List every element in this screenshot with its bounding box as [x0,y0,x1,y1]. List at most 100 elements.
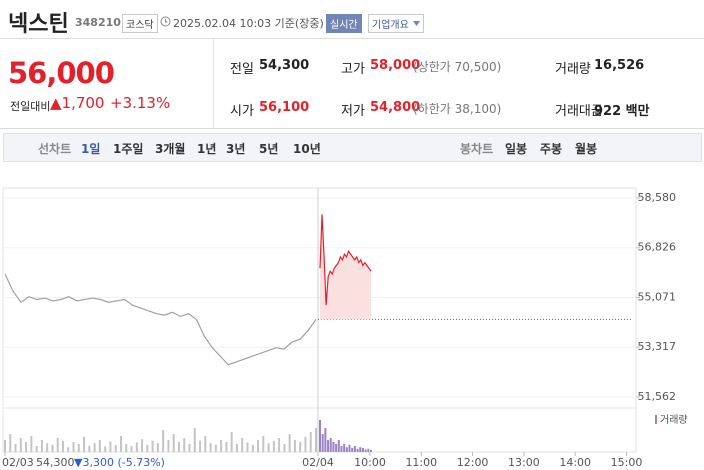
volume-bar [61,440,64,452]
change-label: 전일대비 [10,100,51,113]
stat-note: (하한가 38,100) [413,102,502,116]
y-tick-label: 56,826 [638,241,677,254]
volume-bar [9,434,12,452]
volume-bar [188,444,191,452]
tab-bar: 선차트 1일 1주일 3개월 1년 3년 5년 10년 봉차트 일봉 주봉 월봉 [3,133,702,162]
period-tab[interactable]: 1주일 [113,142,144,156]
volume-legend-swatch [655,415,657,424]
volume-bar [257,440,260,452]
volume-bar [4,440,6,452]
volume-bar [343,444,346,452]
x-tick-label: 14:00 [559,456,591,469]
prev-change: ▼3,300 (-5.73%) [74,456,165,469]
change: ▲1,700 [50,94,105,112]
volume-bar [353,446,356,452]
volume-bar [130,446,133,452]
volume-bar [114,444,117,452]
volume-bar [345,447,348,452]
candle-tab[interactable]: 월봉 [575,142,598,156]
area [320,214,371,320]
x-tick-label: 10:00 [354,456,386,469]
volume-bar [319,420,321,452]
period-tab[interactable]: 10년 [293,142,321,156]
volume-bar [119,436,122,452]
stat-label: 거래대금 [555,104,603,119]
y-tick-label: 51,562 [638,390,677,403]
period-tab[interactable]: 3년 [226,142,246,156]
chart: 51,562 53,317 55,071 56,826 58,580 거래량 02/03 02… [2,187,688,469]
stat-value: 922 백만 [594,104,650,119]
period-tab[interactable]: 5년 [259,142,279,156]
volume-bar [30,436,33,452]
market-badge: 코스닥 [122,14,158,33]
volume-bar [172,434,175,452]
volume-bar [104,446,107,452]
volume-bar [293,440,296,452]
period-tab[interactable]: 1일 [81,142,101,156]
tab-label: 봉차트 [460,142,494,156]
clock-icon [160,16,171,27]
divider [213,39,214,128]
candle-tab[interactable]: 주봉 [540,142,563,156]
price-line [4,273,317,366]
stat-label: 저가 [341,104,365,119]
timestamp: 2025.02.04 10:03 기준(장중) [173,17,324,30]
stat-value: 58,000 [370,58,421,73]
volume-bar [327,440,330,452]
volume-bar [135,442,138,452]
price-line [319,214,372,306]
volume-bar [98,440,101,452]
volume-bar [348,444,351,452]
volume-bar [246,442,249,452]
volume-bar [141,439,144,452]
volume-bar [67,447,70,452]
volume-bar [220,440,223,452]
volume-bar [361,448,364,452]
volume-bar [288,434,291,452]
volume-bar [335,444,338,452]
volume-bar [88,445,91,452]
y-tick-label: 58,580 [638,191,677,204]
stat-value: 54,300 [259,58,310,73]
volume-bar [299,442,302,452]
volume-bar [156,443,159,452]
x-tick-label: 13:00 [508,456,540,469]
volume-bar [77,444,80,452]
volume-bar [278,438,281,452]
volume-bar [125,444,128,452]
x-tick-label: 15:00 [611,456,643,469]
realtime-badge: 실시간 [326,14,362,33]
volume-bar [199,440,202,452]
period-tab[interactable]: 1년 [197,142,217,156]
volume-bar [332,442,335,452]
stock-code: 348210 [75,16,121,29]
stat-note: (상한가 70,500) [413,60,502,74]
volume-bar [151,440,154,452]
volume-bar [177,442,180,452]
volume-bar [162,430,165,452]
stat-value: 56,100 [259,100,310,115]
current-price: 56,000 [8,56,115,90]
volume-bar [230,432,233,452]
volume-bar [56,438,59,452]
volume-bar [109,441,112,452]
volume-bar [309,432,312,452]
company-info-button[interactable]: 기업개요 [368,14,424,33]
volume-bar [283,444,286,452]
volume-bar [370,450,372,452]
y-tick-label: 55,071 [638,291,677,304]
volume-bar [93,443,96,452]
candle-tab[interactable]: 일봉 [505,142,528,156]
dropdown-arrow [412,21,420,26]
volume-bar [167,440,170,452]
prev-close: 54,300 [36,456,75,469]
x-tick-label: 12:00 [457,456,489,469]
tab-label: 선차트 [38,142,72,156]
volume-bar [83,436,86,452]
volume-bar [272,440,275,452]
period-tab[interactable]: 3개월 [155,142,186,156]
volume-bar [356,448,359,452]
volume-bar [321,434,324,452]
volume-bar [267,443,270,452]
